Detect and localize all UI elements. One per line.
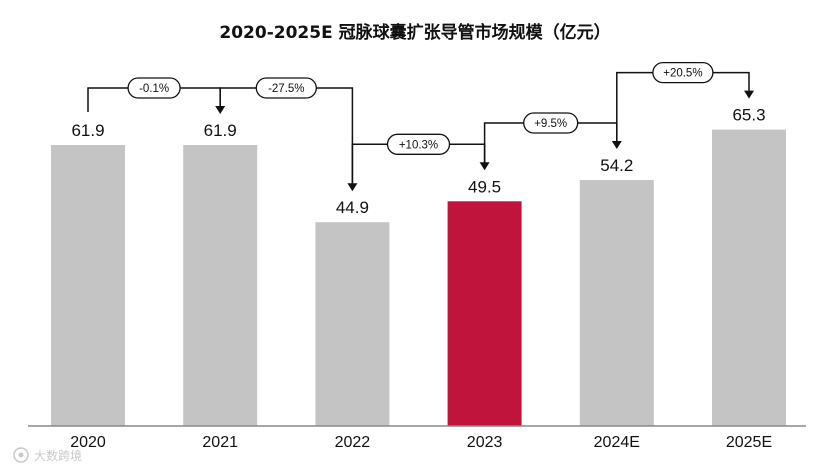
arrow-down-icon bbox=[744, 90, 754, 99]
value-label-2024e: 54.2 bbox=[600, 156, 633, 175]
bar-2022 bbox=[315, 222, 390, 426]
source-label: 大数跨境 bbox=[34, 448, 82, 463]
x-tick-2024e: 2024E bbox=[594, 434, 640, 451]
growth-label: -0.1% bbox=[139, 83, 169, 95]
growth-pill bbox=[255, 77, 317, 99]
growth-label: -27.5% bbox=[268, 83, 304, 95]
growth-label: +9.5% bbox=[534, 118, 567, 130]
value-label-2020: 61.9 bbox=[71, 121, 104, 140]
growth-annotations-layer: -0.1% -27.5% +10.3% +9.5% +20.5% bbox=[87, 61, 754, 192]
source-logo-icon bbox=[13, 447, 29, 463]
bar-2025e bbox=[712, 129, 786, 426]
growth-pill bbox=[652, 61, 714, 84]
bar-2024e bbox=[579, 180, 654, 426]
growth-pill bbox=[523, 112, 579, 134]
growth-label: +20.5% bbox=[663, 68, 702, 80]
growth-annotation-5: +20.5% bbox=[616, 61, 754, 147]
value-label-2021: 61.9 bbox=[204, 121, 237, 140]
growth-annotation-1: -0.1% bbox=[87, 77, 226, 114]
growth-pill bbox=[386, 133, 451, 155]
x-tick-2020: 2020 bbox=[70, 434, 106, 451]
value-label-2025e: 65.3 bbox=[732, 106, 765, 125]
value-label-2023: 49.5 bbox=[468, 177, 501, 196]
chart-title: 2020-2025E 冠脉球囊扩张导管市场规模（亿元） bbox=[219, 22, 610, 43]
x-tick-labels-layer: 2020 2021 2022 2023 2024E 2025E bbox=[70, 434, 772, 451]
growth-pill bbox=[127, 77, 181, 99]
growth-annotation-4: +9.5% bbox=[483, 112, 622, 169]
value-label-2022: 44.9 bbox=[336, 198, 369, 217]
bar-2021 bbox=[183, 145, 258, 426]
x-tick-2023: 2023 bbox=[467, 434, 503, 451]
growth-label: +10.3% bbox=[399, 139, 438, 151]
x-tick-2025e: 2025E bbox=[726, 434, 772, 451]
growth-annotation-2: -27.5% bbox=[219, 77, 358, 192]
bars-layer bbox=[51, 129, 786, 426]
bar-2020 bbox=[51, 145, 125, 426]
growth-annotation-3: +10.3% bbox=[351, 133, 490, 190]
bar-2023 bbox=[447, 201, 522, 426]
x-tick-2021: 2021 bbox=[202, 434, 238, 451]
x-tick-2022: 2022 bbox=[335, 434, 371, 451]
source-footer: 大数跨境 bbox=[13, 447, 82, 463]
value-labels-layer: 61.9 61.9 44.9 49.5 54.2 65.3 bbox=[71, 106, 765, 218]
